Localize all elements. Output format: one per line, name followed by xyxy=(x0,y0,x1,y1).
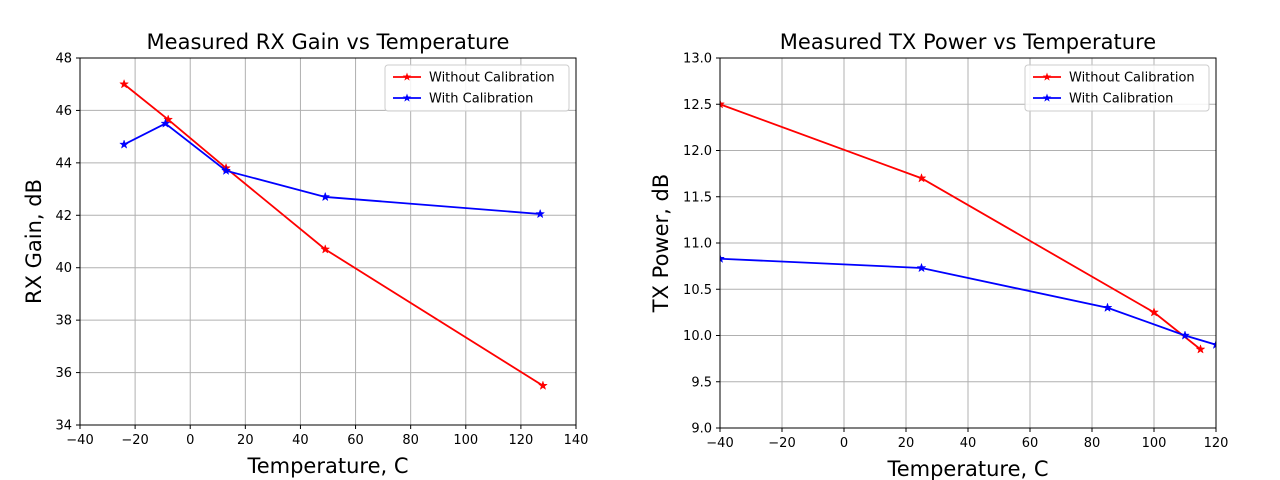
x-tick-label: 120 xyxy=(508,433,533,448)
y-tick-label: 38 xyxy=(55,314,72,329)
data-point xyxy=(160,118,171,128)
series-line xyxy=(123,122,541,215)
legend: Without Calibration With Calibration xyxy=(1024,64,1210,112)
x-tick-label: 20 xyxy=(898,436,915,451)
chart-2: −40 −20 0 20 40 60 80 100 120 9.0 9.5 10.0 10.5 11.0 1… xyxy=(649,30,1228,480)
y-axis-label: TX Power, dB xyxy=(649,174,673,313)
legend-label: With Calibration xyxy=(1069,92,1173,107)
series-without-calibration xyxy=(720,98,1206,354)
data-point xyxy=(1148,307,1160,317)
y-tick-label: 13.0 xyxy=(683,52,712,67)
legend: Without Calibration With Calibration xyxy=(384,64,570,112)
y-tick-label: 12.5 xyxy=(683,98,712,113)
data-point xyxy=(720,98,726,109)
data-point xyxy=(320,244,331,254)
y-tick-label: 36 xyxy=(55,366,72,381)
legend-box xyxy=(384,64,570,112)
x-tick-label: 40 xyxy=(960,436,977,451)
data-point xyxy=(1102,302,1113,313)
data-point xyxy=(916,262,927,273)
x-tick-label: 100 xyxy=(1142,436,1167,451)
data-point xyxy=(1195,344,1206,354)
x-tick-label: −20 xyxy=(768,436,795,451)
x-tick-label: 0 xyxy=(186,433,194,448)
legend-label: Without Calibration xyxy=(429,71,555,86)
y-tick-label: 9.5 xyxy=(691,375,712,390)
data-point xyxy=(119,78,130,89)
y-tick-label: 46 xyxy=(55,104,72,119)
x-tick-label: 80 xyxy=(402,433,419,448)
y-tick-label: 10.0 xyxy=(683,329,712,344)
data-point xyxy=(1210,339,1216,350)
data-point xyxy=(320,191,331,202)
series-line xyxy=(123,83,544,387)
x-tick-label: −40 xyxy=(706,436,733,451)
x-axis-label: Temperature, C xyxy=(246,454,408,478)
chart-title: Measured RX Gain vs Temperature xyxy=(147,30,510,54)
data-point xyxy=(720,253,726,263)
x-tick-label: 80 xyxy=(1084,436,1101,451)
chart-title: Measured TX Power vs Temperature xyxy=(780,30,1156,54)
legend-marker xyxy=(402,72,412,81)
y-tick-label: 42 xyxy=(55,209,72,224)
data-point xyxy=(119,139,130,149)
x-tick-label: 0 xyxy=(840,436,848,451)
data-point xyxy=(221,165,232,175)
legend-label: With Calibration xyxy=(429,92,533,107)
y-axis-label: RX Gain, dB xyxy=(22,179,46,304)
y-tick-label: 34 xyxy=(55,419,72,434)
x-tick-label: 120 xyxy=(1204,436,1229,451)
y-tick-label: 48 xyxy=(55,52,72,67)
series-with-calibration xyxy=(119,118,546,219)
x-tick-label: 140 xyxy=(564,433,589,448)
x-tick-label: 40 xyxy=(292,433,309,448)
x-tick-label: 100 xyxy=(453,433,478,448)
y-tick-label: 11.5 xyxy=(683,190,712,205)
legend-marker xyxy=(1042,72,1052,81)
legend-label: Without Calibration xyxy=(1069,71,1195,86)
plot-frame xyxy=(79,57,577,426)
y-tick-label: 10.5 xyxy=(683,283,712,298)
chart-1: −40 −20 0 20 40 60 80 100 120 140 34 36 38 40 42 44 46 48… xyxy=(22,30,588,478)
y-tick-label: 11.0 xyxy=(683,237,712,252)
legend-box xyxy=(1024,64,1210,112)
x-tick-label: −20 xyxy=(121,433,148,448)
y-tick-label: 12.0 xyxy=(683,144,712,159)
y-tick-label: 40 xyxy=(55,261,72,276)
x-axis-label: Temperature, C xyxy=(886,457,1048,480)
data-point xyxy=(916,172,927,183)
series-without-calibration xyxy=(119,78,548,390)
y-tick-label: 44 xyxy=(55,156,72,171)
x-tick-label: 20 xyxy=(237,433,254,448)
data-point xyxy=(1179,330,1191,340)
data-point xyxy=(535,208,546,219)
series-with-calibration xyxy=(720,253,1216,350)
legend-marker xyxy=(1042,93,1052,102)
y-tick-label: 9.0 xyxy=(691,422,712,437)
data-point xyxy=(537,380,548,390)
x-tick-label: −40 xyxy=(66,433,93,448)
x-tick-label: 60 xyxy=(1022,436,1039,451)
series-line xyxy=(720,103,1202,351)
x-tick-label: 60 xyxy=(347,433,364,448)
legend-marker xyxy=(402,93,412,102)
data-point xyxy=(163,114,174,124)
